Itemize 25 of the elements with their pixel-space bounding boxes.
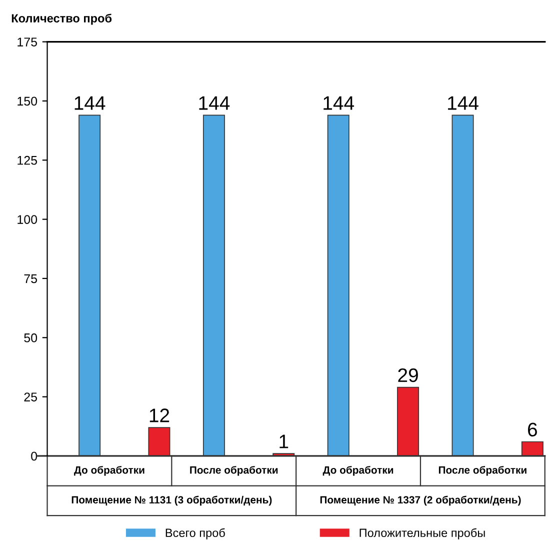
text: Помещение № 1131 (3 обработки/день) xyxy=(72,496,272,506)
x-tick-label: До обработки xyxy=(74,466,144,476)
x-tick-label: После обработки xyxy=(438,466,526,476)
data-label: 6 xyxy=(528,422,537,437)
data-label: 12 xyxy=(150,408,170,422)
y-tick-label: 175 xyxy=(18,38,38,46)
data-label: 144 xyxy=(199,96,230,110)
y-tick-label: 25 xyxy=(24,392,38,402)
x-tick-label: До обработки xyxy=(322,466,394,476)
y-tick-label: 100 xyxy=(18,215,38,224)
y-axis-title: Количество проб xyxy=(12,14,112,25)
x-tick-label: После обработки xyxy=(190,466,278,476)
legend-label: Положительные пробы xyxy=(360,528,485,540)
data-label: 1 xyxy=(280,434,288,448)
y-tick-label: 150 xyxy=(18,96,38,106)
legend-label: Всего проб xyxy=(166,528,225,540)
data-label: 144 xyxy=(324,96,354,110)
y-tick-label: 0 xyxy=(31,452,38,461)
data-label: 144 xyxy=(448,96,478,110)
data-label: 29 xyxy=(398,368,418,382)
text: Помещение № 1337 (2 обработки/день) xyxy=(320,496,521,506)
y-tick-label: 125 xyxy=(18,156,38,165)
data-label: 144 xyxy=(74,96,106,110)
y-tick-label: 50 xyxy=(24,333,38,342)
y-tick-label: 75 xyxy=(24,274,38,284)
